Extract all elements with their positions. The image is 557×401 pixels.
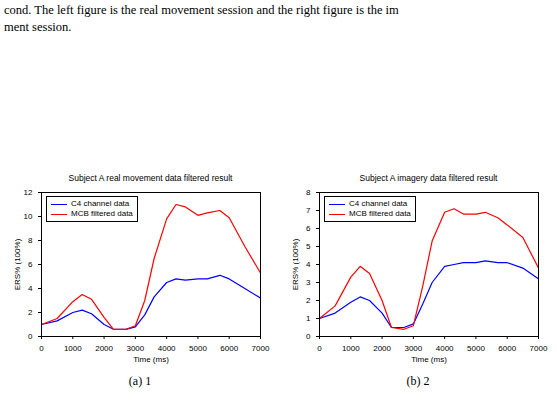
svg-text:7: 7 [306,206,311,215]
html-text:MCB filtered data: MCB filtered data [71,209,133,218]
svg-text:6: 6 [28,260,33,269]
html-text:ment session.: ment session. [4,20,72,34]
svg-text:4000: 4000 [158,344,176,353]
svg-text:2: 2 [306,296,311,305]
svg-text:12: 12 [24,188,33,197]
svg-text:3000: 3000 [404,344,422,353]
html-text:Subject A imagery data filtere: Subject A imagery data filtered result [359,173,498,183]
svg-text:2: 2 [28,308,33,317]
svg-text:1000: 1000 [64,344,82,353]
html-text:(b) 2: (b) 2 [406,374,430,388]
svg-text:0: 0 [28,332,33,341]
svg-text:6: 6 [306,224,311,233]
svg-text:1000: 1000 [342,344,360,353]
svg-text:5: 5 [306,242,311,251]
html-text:C4 channel data: C4 channel data [71,199,130,208]
svg-text:1: 1 [306,314,311,323]
svg-text:ERS% (100%): ERS% (100%) [291,238,300,290]
svg-text:8: 8 [28,236,33,245]
html-text:Subject A real movement data f: Subject A real movement data filtered re… [68,173,233,183]
html-text:cond. The left figure is the r: cond. The left figure is the real moveme… [4,3,399,17]
svg-text:Time (ms): Time (ms) [411,355,447,364]
html-text:C4 channel data: C4 channel data [349,199,408,208]
svg-text:2000: 2000 [95,344,113,353]
svg-text:7000: 7000 [530,344,548,353]
svg-text:ERS% (100%): ERS% (100%) [13,238,22,290]
svg-text:4000: 4000 [436,344,454,353]
svg-text:0: 0 [306,332,311,341]
svg-text:8: 8 [306,188,311,197]
svg-text:6000: 6000 [498,344,516,353]
svg-text:5000: 5000 [189,344,207,353]
svg-text:4: 4 [306,260,311,269]
svg-text:5000: 5000 [467,344,485,353]
svg-text:4: 4 [28,284,33,293]
svg-text:Time (ms): Time (ms) [133,355,169,364]
svg-text:7000: 7000 [252,344,270,353]
svg-text:3: 3 [306,278,311,287]
svg-text:0: 0 [39,344,44,353]
svg-text:0: 0 [317,344,322,353]
svg-text:10: 10 [24,212,33,221]
svg-text:3000: 3000 [126,344,144,353]
svg-text:2000: 2000 [373,344,391,353]
html-text:MCB filtered data: MCB filtered data [349,209,411,218]
svg-text:6000: 6000 [220,344,238,353]
html-text:(a) 1: (a) 1 [128,374,152,388]
